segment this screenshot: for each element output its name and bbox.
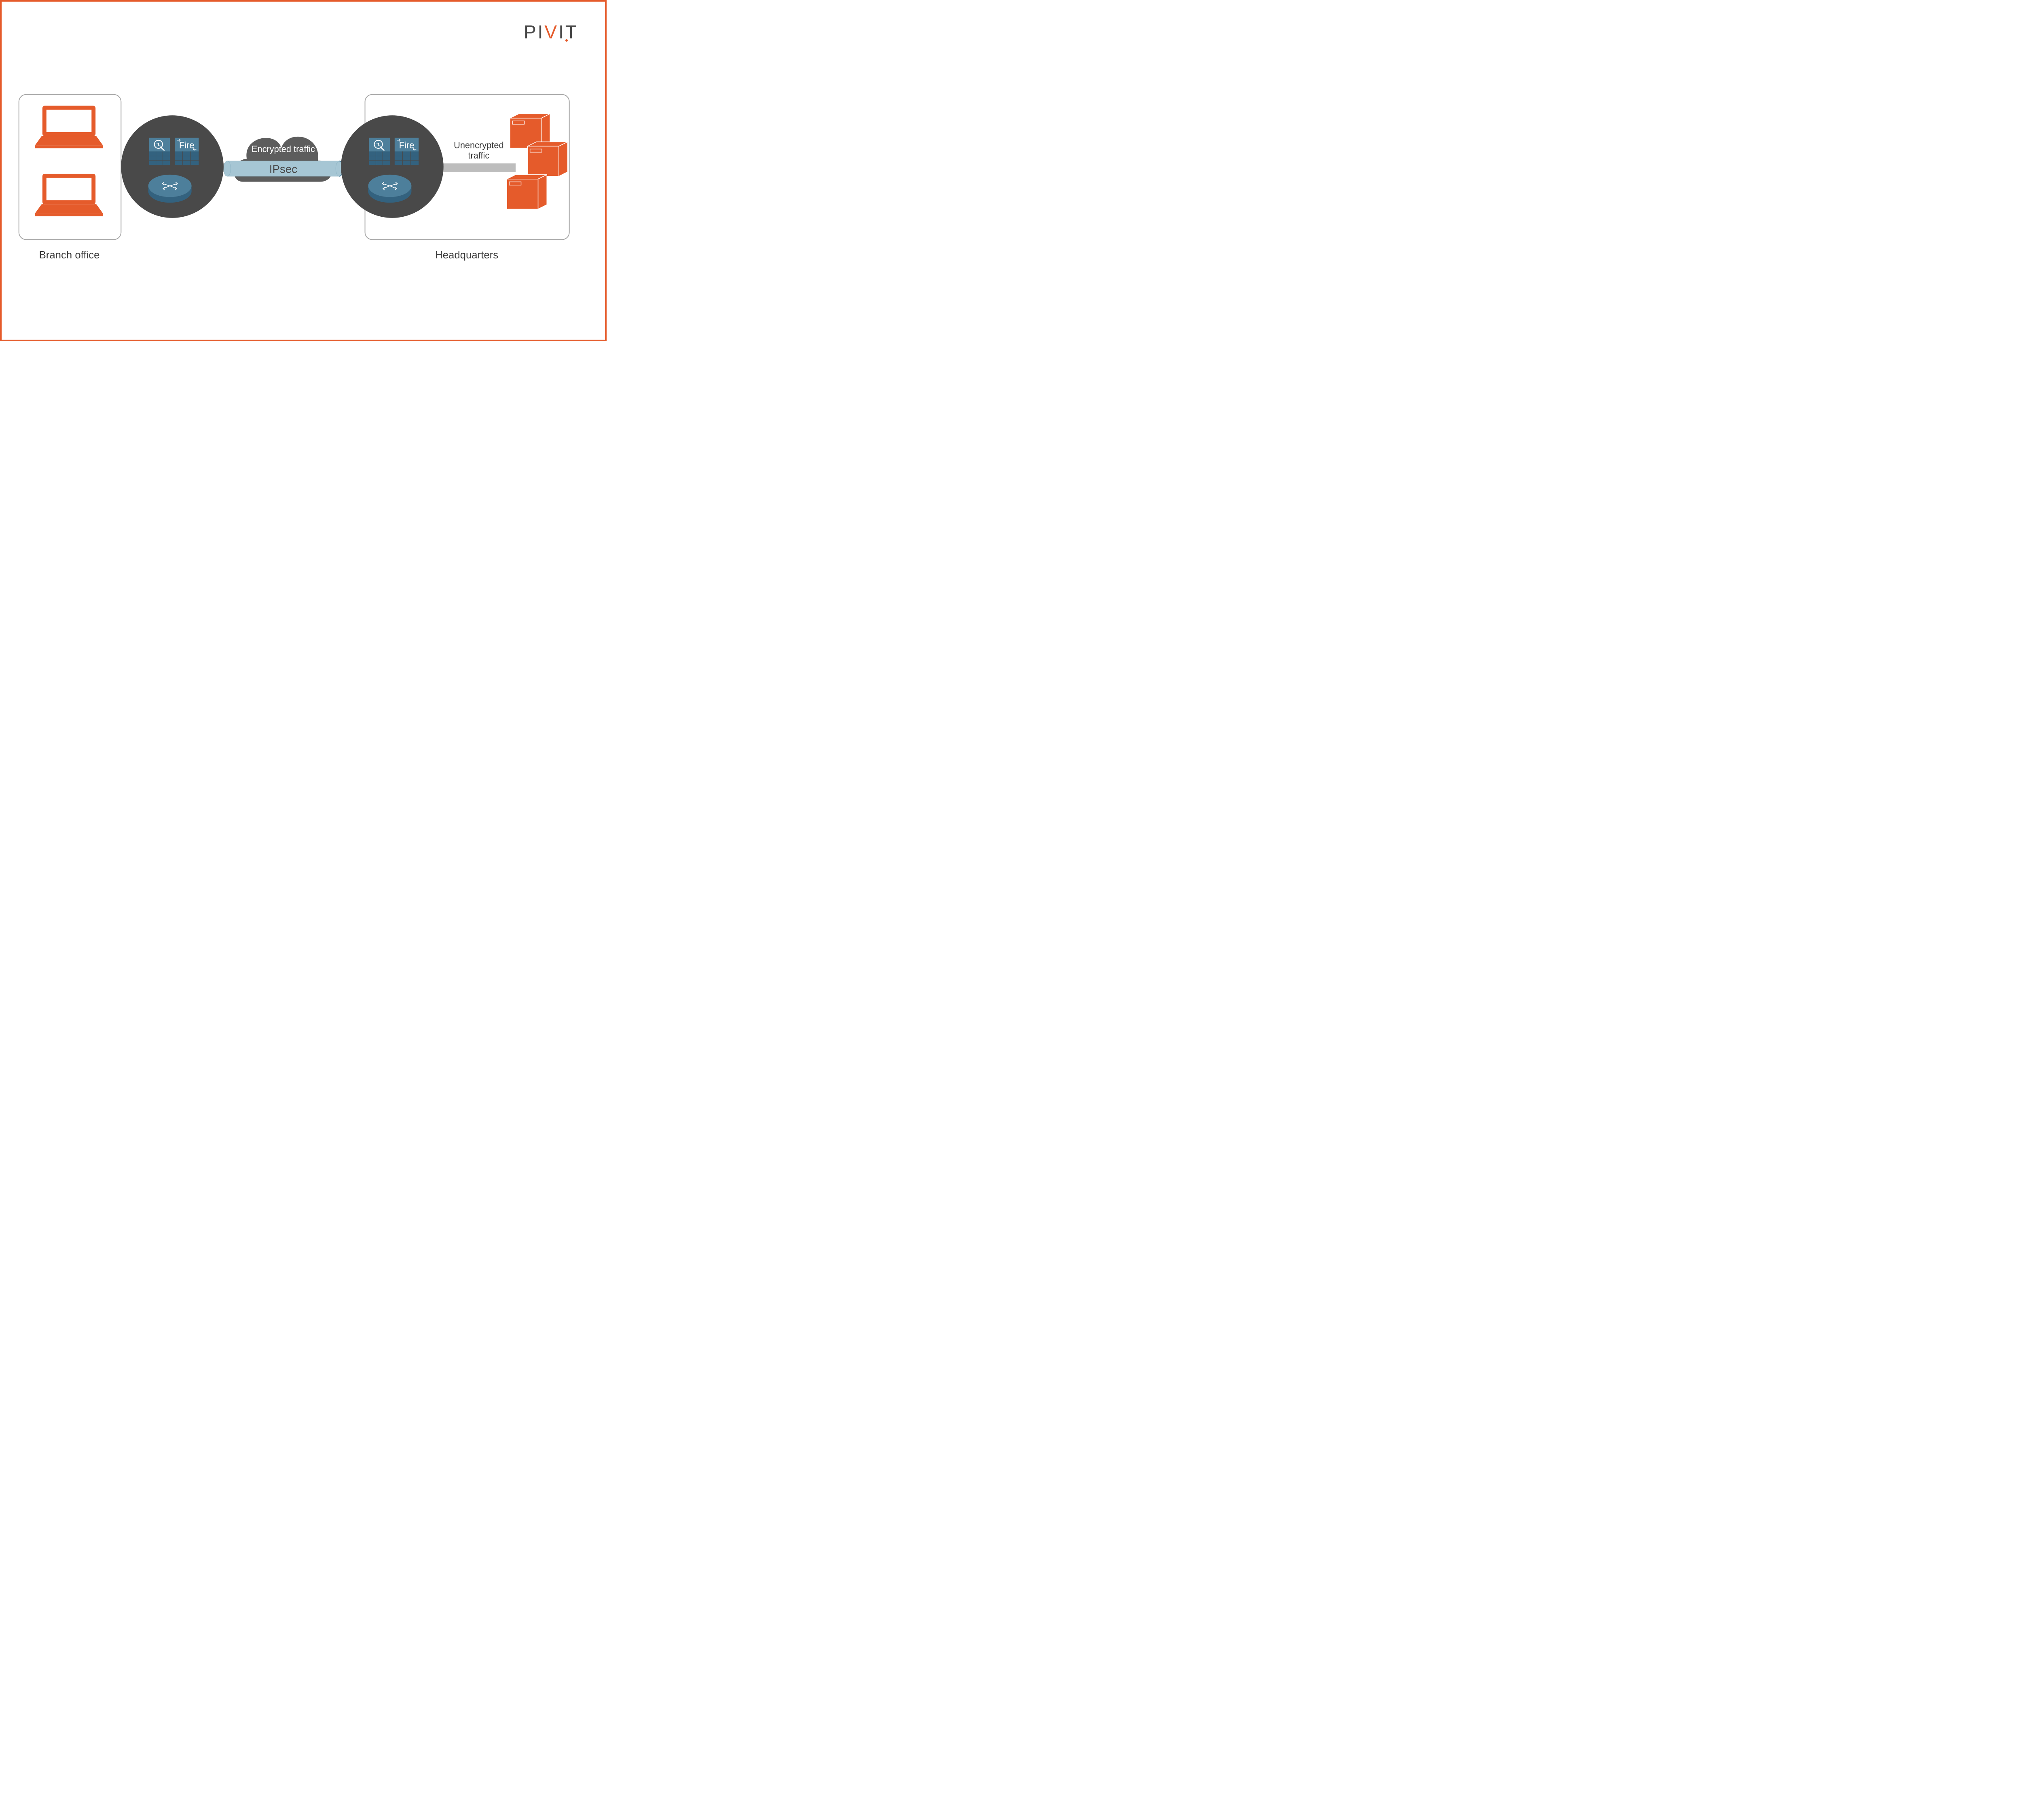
hq-label: Headquarters bbox=[435, 249, 498, 261]
server-icon bbox=[507, 175, 547, 209]
firewall-icon: Fire bbox=[395, 138, 419, 165]
router-icon bbox=[148, 175, 192, 203]
svg-text:Fire: Fire bbox=[179, 140, 195, 150]
network-diagram: Fire Fire Branch office Headquarters Encrypt… bbox=[2, 2, 605, 340]
unencrypted-label-1: Unencrypted bbox=[454, 140, 504, 150]
firewall-icon bbox=[149, 138, 170, 165]
firewall-icon bbox=[369, 138, 390, 165]
firewall-icon: Fire bbox=[175, 138, 199, 165]
pipe-unencrypted bbox=[440, 163, 516, 172]
branch-label: Branch office bbox=[39, 249, 100, 261]
gateway-branch: Fire bbox=[121, 115, 224, 218]
laptop-icon bbox=[35, 174, 103, 216]
router-icon bbox=[368, 175, 411, 203]
svg-text:Fire: Fire bbox=[399, 140, 415, 150]
server-icon bbox=[528, 142, 568, 176]
diagram-frame: PIVIT FireFireBranch officeHeadquartersE… bbox=[0, 0, 607, 341]
ipsec-label: IPsec bbox=[269, 163, 297, 175]
encrypted-label: Encrypted traffic bbox=[252, 144, 315, 154]
gateway-hq: Fire bbox=[341, 115, 444, 218]
unencrypted-label-2: traffic bbox=[468, 150, 489, 161]
laptop-icon bbox=[35, 106, 103, 148]
internet-label: Internet bbox=[267, 182, 300, 193]
